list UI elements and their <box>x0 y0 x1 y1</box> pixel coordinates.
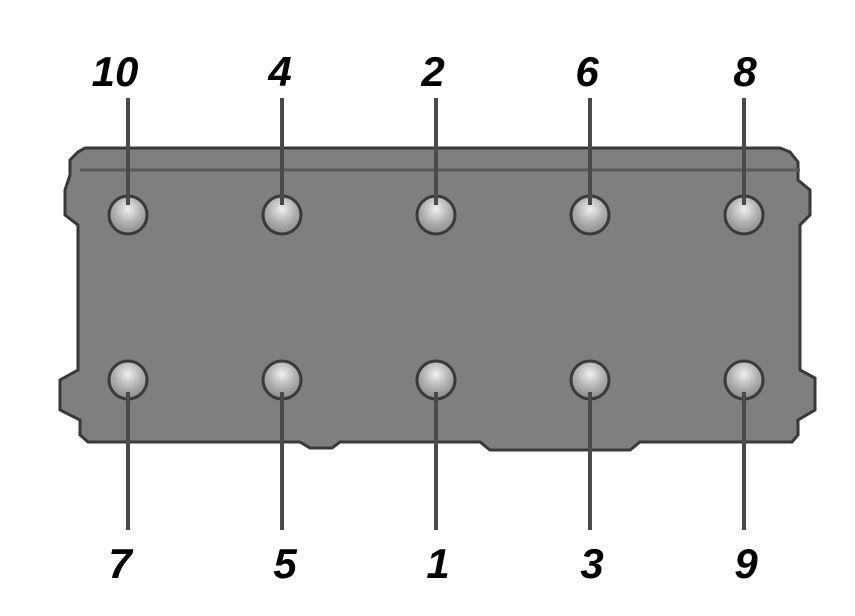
label-top-6: 6 <box>575 48 598 96</box>
label-bottom-7: 7 <box>108 540 131 588</box>
label-top-4: 4 <box>268 48 291 96</box>
leader-top-0 <box>126 98 130 205</box>
label-top-2: 2 <box>421 48 444 96</box>
leader-top-3 <box>588 98 592 205</box>
label-top-8: 8 <box>733 48 756 96</box>
leader-bottom-2 <box>434 392 438 530</box>
leader-top-4 <box>742 98 746 205</box>
diagram-canvas: 10 4 2 6 8 7 5 1 3 9 <box>0 0 855 611</box>
leader-bottom-1 <box>280 392 284 530</box>
leader-top-1 <box>280 98 284 205</box>
label-bottom-9: 9 <box>734 540 757 588</box>
leader-bottom-0 <box>126 392 130 530</box>
leader-bottom-4 <box>742 392 746 530</box>
leader-top-2 <box>434 98 438 205</box>
label-bottom-1: 1 <box>426 540 449 588</box>
label-top-10: 10 <box>92 48 139 96</box>
label-bottom-5: 5 <box>273 540 296 588</box>
leader-bottom-3 <box>588 392 592 530</box>
label-bottom-3: 3 <box>580 540 603 588</box>
